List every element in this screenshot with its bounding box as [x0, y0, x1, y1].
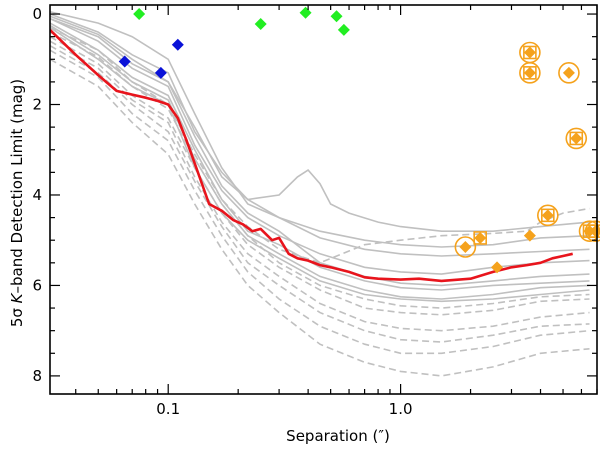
orange-diamond-marker — [570, 132, 583, 145]
y-tick-label: 4 — [32, 186, 42, 204]
blue-diamond-marker — [118, 55, 131, 68]
orange-diamond-marker — [523, 229, 536, 242]
y-tick-label: 0 — [32, 5, 42, 23]
background-curve-solid — [50, 22, 590, 291]
background-curve-solid — [50, 17, 590, 232]
background-curve-dashed — [50, 45, 590, 343]
y-tick-label: 2 — [32, 96, 42, 114]
orange-diamond-marker — [562, 66, 575, 79]
green-diamond-marker — [337, 23, 350, 36]
background-curve-solid — [50, 17, 590, 275]
circle-annotation — [519, 62, 541, 84]
plot-frame — [49, 4, 598, 395]
blue-diamond-marker — [171, 38, 184, 51]
circle-annotation — [558, 62, 580, 84]
y-tick-label: 6 — [32, 276, 42, 294]
orange-diamond-marker — [459, 240, 472, 253]
orange-diamond-marker — [523, 66, 536, 79]
y-axis-title: 5σ K–band Detection Limit (mag) — [8, 79, 26, 327]
background-curve-solid — [50, 11, 590, 257]
orange-diamond-marker — [474, 231, 487, 244]
y-axis-title-suffix: –band Detection Limit (mag) — [8, 79, 26, 294]
circle-annotation — [454, 236, 477, 258]
background-curve-solid — [50, 24, 590, 300]
axes-frame — [49, 4, 598, 395]
background-curve-dashed — [50, 26, 590, 264]
background-curve-dashed — [50, 49, 590, 355]
circle-annotation — [537, 204, 559, 227]
background-curve-dashed — [50, 31, 590, 309]
median-curve-layer — [50, 28, 573, 283]
background-curve-dashed — [50, 40, 590, 332]
green-diamond-marker — [133, 8, 146, 21]
background-curve-dashed — [50, 58, 590, 377]
plot-background — [50, 5, 597, 394]
x-tick-label: 1.0 — [389, 400, 413, 418]
background-curves — [50, 11, 590, 377]
background-curve-dashed — [50, 36, 590, 316]
axis-labels: Separation (″) 5σ K–band Detection Limit… — [8, 5, 413, 445]
green-diamond-marker — [254, 17, 267, 30]
y-tick-label: 8 — [32, 367, 42, 385]
x-axis-title: Separation (″) — [286, 427, 390, 445]
y-axis-title-prefix: 5σ — [8, 303, 26, 327]
plot-area — [50, 5, 597, 394]
circle-annotation — [565, 127, 588, 150]
orange-diamond-marker — [491, 261, 504, 274]
orange-diamond-marker — [541, 209, 554, 222]
background-curve-solid — [50, 15, 590, 287]
background-curve-solid — [50, 26, 590, 303]
orange-diamond-marker — [583, 225, 596, 238]
median-curve — [50, 28, 573, 283]
x-tick-label: 0.1 — [156, 400, 180, 418]
blue-diamond-marker — [154, 66, 167, 79]
orange-diamond-marker — [523, 46, 536, 59]
y-axis-title-italic: K — [8, 292, 26, 303]
green-diamond-marker — [330, 10, 343, 23]
